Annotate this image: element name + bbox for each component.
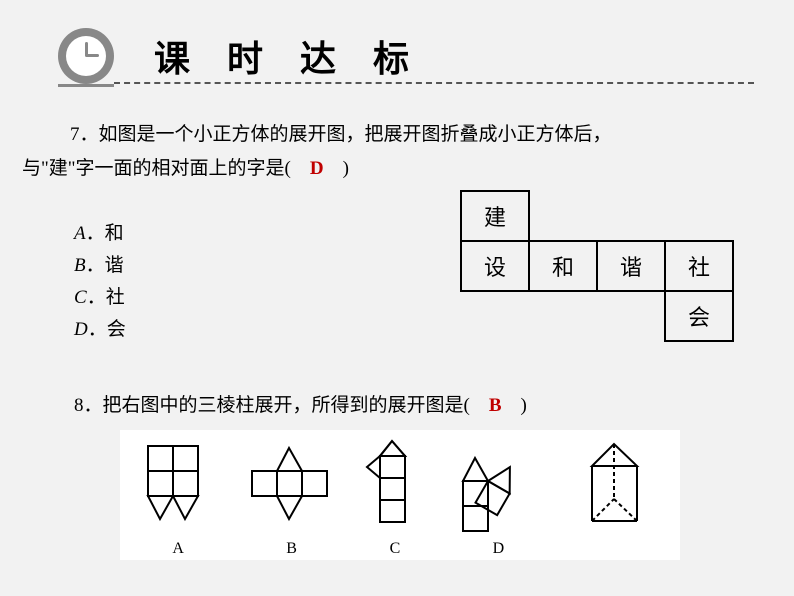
figure-label: B: [286, 540, 297, 558]
q7-line2: 与"建"字一面的相对面上的字是( ) 与"建"字一面的相对面上的字是( D ): [22, 152, 770, 186]
net-cell: 谐: [597, 241, 665, 291]
q7-options: A．和 B．谐 C．社 D．会: [74, 218, 126, 346]
q7-answer: D: [310, 158, 324, 179]
figure-label: C: [390, 540, 401, 558]
q7-option-A: A．和: [74, 218, 126, 250]
q7-line1: 7．如图是一个小正方体的展开图，把展开图折叠成小正方体后，: [70, 118, 770, 152]
header-dashline: [114, 82, 754, 84]
q8-answer: B: [489, 395, 502, 416]
figure-C: C: [365, 436, 425, 558]
figure-label-blank: [615, 540, 619, 558]
q7-option-B: B．谐: [74, 250, 126, 282]
q7-option-D: D．会: [74, 314, 126, 346]
question-7: 7．如图是一个小正方体的展开图，把展开图折叠成小正方体后， 与"建"字一面的相对…: [70, 118, 770, 186]
question-8: 8．把右图中的三棱柱展开，所得到的展开图是( B ) 8．把右图中的三棱柱展开，…: [74, 390, 527, 417]
net-cell: 建: [461, 191, 529, 241]
figure-A: A: [138, 441, 218, 558]
figure-prism: [572, 436, 662, 558]
net-cell: 设: [461, 241, 529, 291]
cube-net-diagram: 建 设 和 谐 社 会: [460, 190, 734, 342]
q8-figures: A B C: [120, 430, 680, 560]
header: 课 时 达 标: [58, 28, 423, 84]
figure-label: D: [493, 540, 505, 558]
header-underline: [58, 84, 114, 87]
net-cell: 会: [665, 291, 733, 341]
figure-B: B: [247, 441, 337, 558]
figure-label: A: [172, 540, 184, 558]
clock-icon: [58, 28, 114, 84]
page-title: 课 时 达 标: [154, 30, 423, 82]
q7-option-C: C．社: [74, 282, 126, 314]
net-cell: 和: [529, 241, 597, 291]
net-cell: 社: [665, 241, 733, 291]
figure-D: D: [453, 441, 543, 558]
